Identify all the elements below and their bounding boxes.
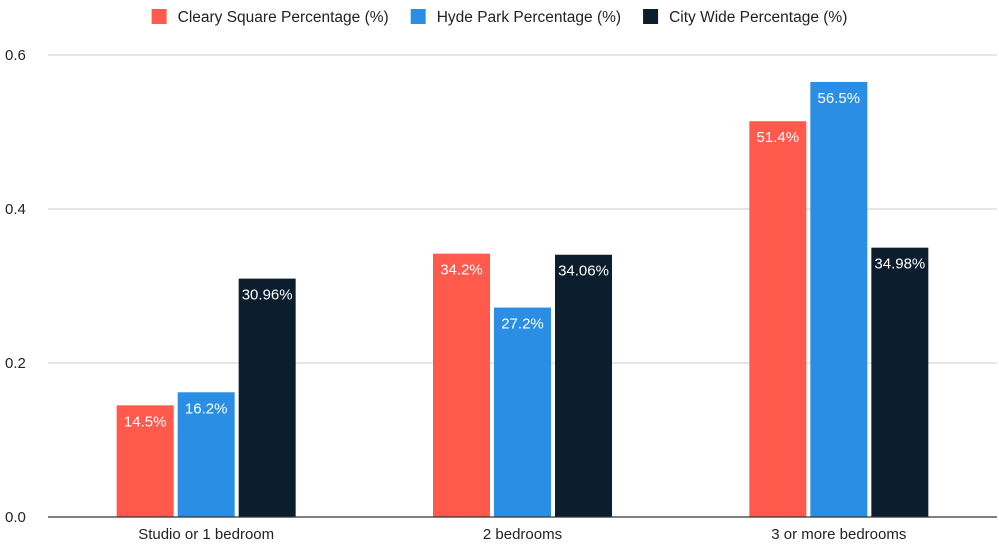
data-label: 34.2% — [440, 262, 483, 279]
legend-label: City Wide Percentage (%) — [669, 9, 847, 26]
y-tick-label: 0.0 — [5, 509, 26, 526]
bar — [555, 254, 612, 517]
y-tick-label: 0.4 — [5, 201, 26, 218]
data-label: 27.2% — [501, 316, 544, 333]
axis-layer: 0.0 0.2 0.4 0.6 Studio or 1 bedroom 2 bedroom… — [5, 47, 997, 543]
legend: Cleary Square Percentage (%) Hyde Park Pe… — [151, 9, 847, 26]
x-tick-label: 2 bedrooms — [483, 526, 562, 542]
legend-swatch — [151, 9, 167, 24]
legend-label: Hyde Park Percentage (%) — [437, 9, 621, 26]
bar — [749, 121, 807, 517]
bars-layer: 14.5% 16.2% 30.96% 34.2% 27.2% 34.06% 51.4% 56.… — [116, 81, 929, 518]
legend-swatch — [643, 9, 659, 24]
legend-label: Cleary Square Percentage (%) — [178, 9, 389, 26]
y-tick-label: 0.2 — [5, 355, 26, 372]
data-label: 56.5% — [818, 90, 861, 107]
y-tick-label: 0.6 — [5, 47, 26, 64]
bar — [177, 392, 235, 517]
data-label: 51.4% — [757, 129, 800, 146]
x-tick-label: 3 or more bedrooms — [771, 526, 906, 542]
bar — [871, 247, 929, 518]
data-label: 16.2% — [185, 400, 228, 417]
bar — [433, 253, 490, 517]
legend-swatch — [410, 9, 426, 24]
bar — [238, 278, 296, 517]
data-label: 30.96% — [242, 287, 293, 304]
bar — [810, 81, 868, 517]
bar — [494, 307, 551, 517]
data-label: 34.06% — [558, 263, 609, 280]
x-tick-label: Studio or 1 bedroom — [138, 526, 274, 542]
data-label: 14.5% — [124, 413, 167, 430]
bar — [116, 405, 174, 517]
data-label: 34.98% — [874, 256, 925, 273]
